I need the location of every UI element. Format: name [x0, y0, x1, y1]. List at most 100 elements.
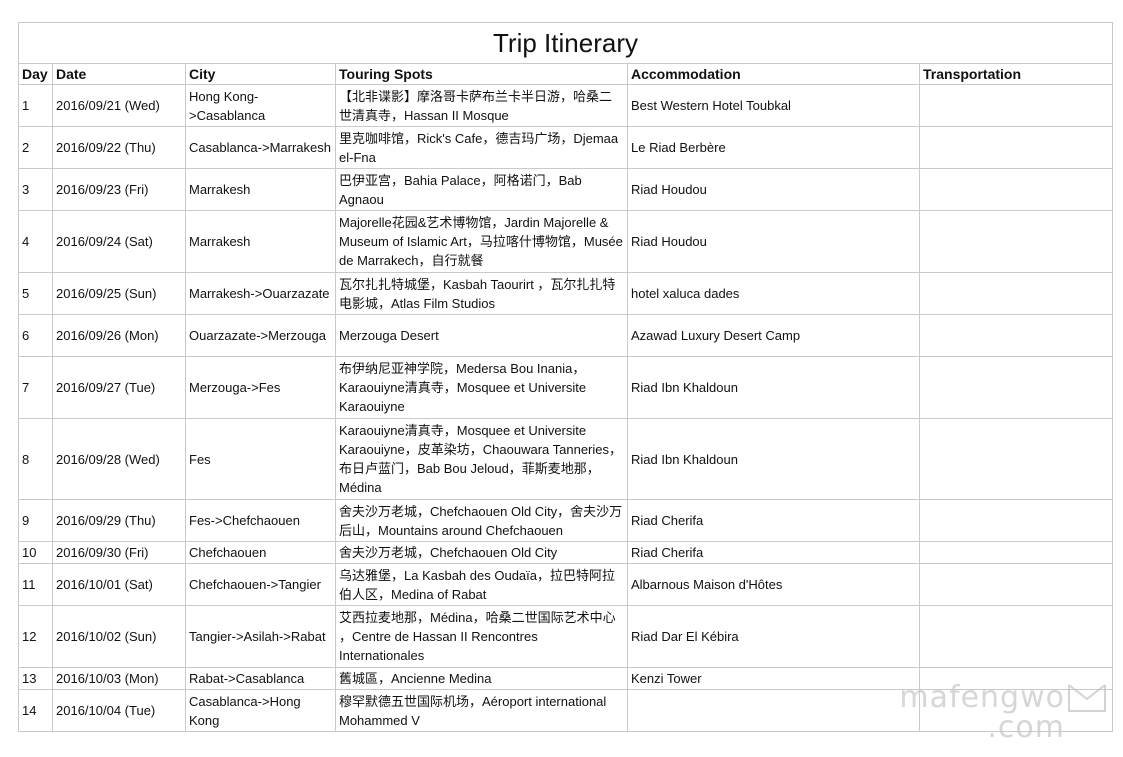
date-cell[interactable]: 2016/10/01 (Sat) — [52, 563, 186, 606]
accommodation-cell[interactable]: Riad Cherifa — [627, 541, 920, 564]
day-cell[interactable]: 6 — [18, 314, 53, 357]
column-header: City — [185, 63, 336, 85]
accommodation-cell[interactable]: Riad Dar El Kébira — [627, 605, 920, 668]
date-cell[interactable]: 2016/10/04 (Tue) — [52, 689, 186, 732]
city-cell[interactable]: Rabat->Casablanca — [185, 667, 336, 690]
table-row: 14 2016/10/04 (Tue) Casablanca->Hong Kong 穆… — [18, 689, 1113, 732]
date-cell[interactable]: 2016/09/28 (Wed) — [52, 418, 186, 500]
accommodation-cell[interactable]: Riad Ibn Khaldoun — [627, 356, 920, 419]
accommodation-cell[interactable]: hotel xaluca dades — [627, 272, 920, 315]
touring-spots-cell[interactable]: 【北非谍影】摩洛哥卡萨布兰卡半日游，哈桑二世清真寺，Hassan II Mosq… — [335, 84, 628, 127]
city-cell[interactable]: Merzouga->Fes — [185, 356, 336, 419]
day-cell[interactable]: 11 — [18, 563, 53, 606]
transportation-cell[interactable] — [919, 563, 1113, 606]
day-cell[interactable]: 13 — [18, 667, 53, 690]
date-cell[interactable]: 2016/09/30 (Fri) — [52, 541, 186, 564]
date-cell[interactable]: 2016/10/02 (Sun) — [52, 605, 186, 668]
city-cell[interactable]: Fes — [185, 418, 336, 500]
city-cell[interactable]: Casablanca->Marrakesh — [185, 126, 336, 169]
date-cell[interactable]: 2016/09/21 (Wed) — [52, 84, 186, 127]
transportation-cell[interactable] — [919, 605, 1113, 668]
day-cell[interactable]: 10 — [18, 541, 53, 564]
city-cell[interactable]: Tangier->Asilah->Rabat — [185, 605, 336, 668]
date-cell[interactable]: 2016/09/23 (Fri) — [52, 168, 186, 211]
date-cell[interactable]: 2016/10/03 (Mon) — [52, 667, 186, 690]
column-header: Accommodation — [627, 63, 920, 85]
transportation-cell[interactable] — [919, 499, 1113, 542]
transportation-cell[interactable] — [919, 126, 1113, 169]
day-cell[interactable]: 1 — [18, 84, 53, 127]
date-cell[interactable]: 2016/09/25 (Sun) — [52, 272, 186, 315]
touring-spots-cell[interactable]: Merzouga Desert — [335, 314, 628, 357]
transportation-cell[interactable] — [919, 272, 1113, 315]
touring-spots-cell[interactable]: 艾西拉麦地那，Médina，哈桑二世国际艺术中心 ，Centre de Hass… — [335, 605, 628, 668]
touring-spots-cell[interactable]: 布伊纳尼亚神学院，Medersa Bou Inania，Karaouiyne清真… — [335, 356, 628, 419]
city-cell[interactable]: Marrakesh->Ouarzazate — [185, 272, 336, 315]
day-cell[interactable]: 3 — [18, 168, 53, 211]
city-cell[interactable]: Chefchaouen — [185, 541, 336, 564]
city-cell[interactable]: Ouarzazate->Merzouga — [185, 314, 336, 357]
watermark-logo: mafengwo .com — [899, 683, 1109, 743]
day-cell[interactable]: 4 — [18, 210, 53, 273]
city-cell[interactable]: Fes->Chefchaouen — [185, 499, 336, 542]
day-cell[interactable]: 14 — [18, 689, 53, 732]
table-row: 5 2016/09/25 (Sun) Marrakesh->Ouarzazate 瓦尔… — [18, 272, 1113, 315]
table-row: 11 2016/10/01 (Sat) Chefchaouen->Tangier 乌达… — [18, 563, 1113, 606]
date-cell[interactable]: 2016/09/26 (Mon) — [52, 314, 186, 357]
transportation-cell[interactable] — [919, 314, 1113, 357]
table-row: 4 2016/09/24 (Sat) Marrakesh Majorelle花园&艺术… — [18, 210, 1113, 273]
touring-spots-cell[interactable]: 巴伊亚宫，Bahia Palace，阿格诺门，Bab Agnaou — [335, 168, 628, 211]
transportation-cell[interactable] — [919, 418, 1113, 500]
transportation-cell[interactable] — [919, 210, 1113, 273]
touring-spots-cell[interactable]: 瓦尔扎扎特城堡，Kasbah Taourirt ，瓦尔扎扎特电影城，Atlas … — [335, 272, 628, 315]
touring-spots-cell[interactable]: Majorelle花园&艺术博物馆，Jardin Majorelle & Mus… — [335, 210, 628, 273]
day-cell[interactable]: 7 — [18, 356, 53, 419]
touring-spots-cell[interactable]: 里克咖啡馆，Rick's Cafe，德吉玛广场，Djemaa el-Fna — [335, 126, 628, 169]
table-row: 10 2016/09/30 (Fri) Chefchaouen 舍夫沙万老城，Chef… — [18, 541, 1113, 564]
column-header: Transportation — [919, 63, 1113, 85]
accommodation-cell[interactable] — [627, 689, 920, 732]
touring-spots-cell[interactable]: 穆罕默德五世国际机场，Aéroport international Mohamm… — [335, 689, 628, 732]
table-row: 1 2016/09/21 (Wed) Hong Kong->Casablanca 【北… — [18, 84, 1113, 127]
city-cell[interactable]: Chefchaouen->Tangier — [185, 563, 336, 606]
table-row: 6 2016/09/26 (Mon) Ouarzazate->Merzouga Mer… — [18, 314, 1113, 357]
city-cell[interactable]: Marrakesh — [185, 168, 336, 211]
day-cell[interactable]: 9 — [18, 499, 53, 542]
accommodation-cell[interactable]: Riad Houdou — [627, 168, 920, 211]
day-cell[interactable]: 8 — [18, 418, 53, 500]
day-cell[interactable]: 5 — [18, 272, 53, 315]
city-cell[interactable]: Hong Kong->Casablanca — [185, 84, 336, 127]
transportation-cell[interactable] — [919, 168, 1113, 211]
accommodation-cell[interactable]: Riad Ibn Khaldoun — [627, 418, 920, 500]
transportation-cell[interactable] — [919, 541, 1113, 564]
accommodation-cell[interactable]: Riad Cherifa — [627, 499, 920, 542]
touring-spots-cell[interactable]: 舍夫沙万老城，Chefchaouen Old City — [335, 541, 628, 564]
column-header: Date — [52, 63, 186, 85]
day-cell[interactable]: 12 — [18, 605, 53, 668]
accommodation-cell[interactable]: Le Riad Berbère — [627, 126, 920, 169]
date-cell[interactable]: 2016/09/24 (Sat) — [52, 210, 186, 273]
transportation-cell[interactable] — [919, 84, 1113, 127]
date-cell[interactable]: 2016/09/29 (Thu) — [52, 499, 186, 542]
table-row: 3 2016/09/23 (Fri) Marrakesh 巴伊亚宫，Bahia Pal… — [18, 168, 1113, 211]
table-row: 13 2016/10/03 (Mon) Rabat->Casablanca 舊城區，A… — [18, 667, 1113, 690]
city-cell[interactable]: Casablanca->Hong Kong — [185, 689, 336, 732]
envelope-icon — [1068, 684, 1106, 712]
date-cell[interactable]: 2016/09/22 (Thu) — [52, 126, 186, 169]
accommodation-cell[interactable]: Riad Houdou — [627, 210, 920, 273]
date-cell[interactable]: 2016/09/27 (Tue) — [52, 356, 186, 419]
accommodation-cell[interactable]: Best Western Hotel Toubkal — [627, 84, 920, 127]
touring-spots-cell[interactable]: 舊城區，Ancienne Medina — [335, 667, 628, 690]
day-cell[interactable]: 2 — [18, 126, 53, 169]
table-row: 7 2016/09/27 (Tue) Merzouga->Fes 布伊纳尼亚神学院，M… — [18, 356, 1113, 419]
touring-spots-cell[interactable]: 舍夫沙万老城，Chefchaouen Old City，舍夫沙万后山，Mount… — [335, 499, 628, 542]
accommodation-cell[interactable]: Azawad Luxury Desert Camp — [627, 314, 920, 357]
accommodation-cell[interactable]: Albarnous Maison d'Hôtes — [627, 563, 920, 606]
column-header: Day — [18, 63, 53, 85]
touring-spots-cell[interactable]: 乌达雅堡，La Kasbah des Oudaïa，拉巴特阿拉伯人区，Medin… — [335, 563, 628, 606]
accommodation-cell[interactable]: Kenzi Tower — [627, 667, 920, 690]
touring-spots-cell[interactable]: Karaouiyne清真寺，Mosquee et Universite Kara… — [335, 418, 628, 500]
transportation-cell[interactable] — [919, 356, 1113, 419]
city-cell[interactable]: Marrakesh — [185, 210, 336, 273]
table-row: 2 2016/09/22 (Thu) Casablanca->Marrakesh 里克… — [18, 126, 1113, 169]
